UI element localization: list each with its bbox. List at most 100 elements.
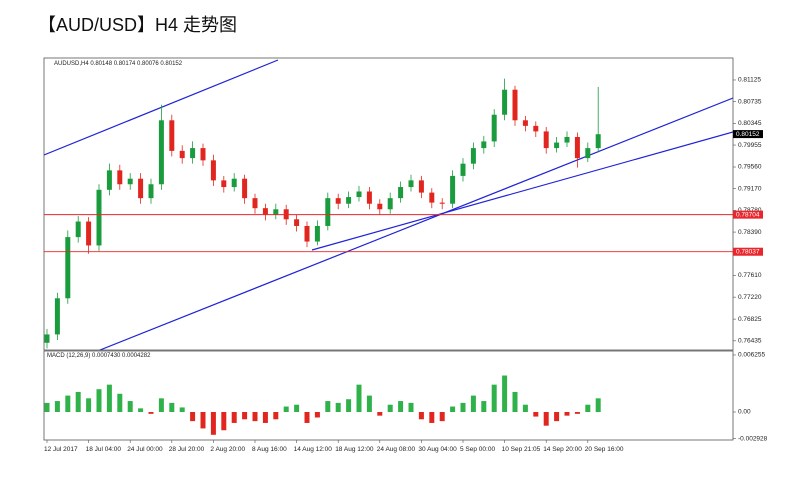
macd-bar bbox=[522, 404, 528, 413]
macd-bar bbox=[44, 402, 50, 413]
trendline bbox=[99, 97, 733, 350]
macd-bar bbox=[439, 412, 445, 422]
y-tick-label: -0.002928 bbox=[738, 435, 768, 442]
candle-body bbox=[595, 134, 601, 149]
candle-body bbox=[138, 178, 144, 199]
x-tick-label: 30 Aug 04:00 bbox=[418, 446, 457, 453]
macd-bar bbox=[127, 401, 133, 413]
candle-body bbox=[294, 219, 300, 226]
price-marker bbox=[733, 130, 763, 139]
macd-bar bbox=[346, 399, 352, 413]
candle-body bbox=[470, 148, 476, 164]
price-marker-label: 0.78037 bbox=[736, 248, 760, 255]
y-tick-label: 0.77610 bbox=[738, 272, 762, 279]
x-tick-label: 2 Aug 20:00 bbox=[210, 446, 245, 453]
page-title: 【AUD/USD】H4 走势图 bbox=[38, 15, 237, 35]
candle-body bbox=[75, 221, 81, 238]
y-tick-label: 0.79560 bbox=[738, 164, 762, 171]
x-tick-label: 20 Sep 16:00 bbox=[585, 446, 624, 453]
candle-body bbox=[242, 178, 248, 199]
macd-bar bbox=[54, 401, 60, 413]
macd-bar bbox=[96, 389, 102, 413]
x-tick-label: 18 Jul 04:00 bbox=[86, 446, 122, 453]
main-pane bbox=[43, 57, 734, 351]
candle-body bbox=[418, 180, 424, 193]
candle-body bbox=[65, 237, 71, 299]
candle-body bbox=[210, 160, 216, 181]
macd-bar bbox=[117, 393, 123, 413]
macd-bar bbox=[231, 412, 237, 423]
x-tick-label: 28 Jul 20:00 bbox=[169, 446, 205, 453]
y-tick-label: 0.79170 bbox=[738, 185, 762, 192]
macd-bar bbox=[158, 398, 164, 413]
candle-body bbox=[554, 142, 560, 149]
candle-body bbox=[314, 225, 320, 242]
x-tick-label: 18 Aug 12:00 bbox=[335, 446, 374, 453]
macd-bar bbox=[304, 412, 310, 423]
macd-bar bbox=[491, 384, 497, 413]
macd-bar bbox=[294, 404, 300, 413]
macd-bar bbox=[314, 412, 320, 418]
macd-bar bbox=[585, 404, 591, 413]
macd-bar bbox=[75, 391, 81, 413]
candle-body bbox=[96, 189, 102, 246]
candle-body bbox=[158, 120, 164, 185]
price-marker bbox=[733, 210, 763, 219]
candle-body bbox=[169, 120, 175, 151]
macd-bar bbox=[335, 402, 341, 413]
macd-header: MACD (12,26,9) 0.0007430 0.0004282 bbox=[47, 353, 151, 359]
candle-body bbox=[460, 163, 466, 176]
y-tick-label: 0.80735 bbox=[738, 98, 762, 105]
x-tick-label: 8 Aug 16:00 bbox=[252, 446, 287, 453]
candle-body bbox=[481, 141, 487, 149]
candle-body bbox=[148, 184, 154, 199]
candle-body bbox=[564, 136, 570, 143]
candle-body bbox=[54, 298, 60, 335]
candle-body bbox=[398, 187, 404, 199]
candle-body bbox=[585, 148, 591, 159]
macd-bar bbox=[179, 407, 185, 413]
macd-bar bbox=[283, 406, 289, 413]
x-tick-label: 5 Sep 00:00 bbox=[460, 446, 495, 453]
candle-body bbox=[502, 89, 508, 115]
macd-bar bbox=[460, 402, 466, 413]
candle-body bbox=[450, 175, 456, 204]
macd-pane bbox=[43, 350, 734, 441]
macd-bar bbox=[366, 395, 372, 413]
candle-body bbox=[127, 178, 133, 185]
candle-body bbox=[179, 150, 185, 159]
candle-body bbox=[200, 148, 206, 161]
macd-bar bbox=[418, 412, 424, 420]
macd-bar bbox=[574, 412, 580, 414]
chart-header: AUDUSD,H4 0.80148 0.80174 0.80076 0.8015… bbox=[54, 61, 183, 67]
y-tick-label: 0.76435 bbox=[738, 338, 762, 345]
macd-bar bbox=[273, 412, 279, 420]
x-tick-label: 12 Jul 2017 bbox=[44, 446, 78, 453]
price-marker-label: 0.78704 bbox=[736, 211, 760, 218]
macd-bar bbox=[450, 406, 456, 413]
macd-bar bbox=[564, 412, 570, 416]
candle-body bbox=[512, 89, 518, 121]
candle-body bbox=[221, 180, 227, 188]
macd-bar bbox=[512, 391, 518, 413]
macd-bar bbox=[242, 412, 248, 420]
macd-bar bbox=[325, 401, 331, 413]
macd-bar bbox=[533, 412, 539, 417]
macd-bar bbox=[65, 395, 71, 413]
x-tick-label: 24 Jul 00:00 bbox=[127, 446, 163, 453]
macd-bar bbox=[148, 412, 154, 414]
candle-body bbox=[190, 148, 196, 159]
candle-body bbox=[325, 198, 331, 226]
candle-body bbox=[273, 209, 279, 215]
candle-body bbox=[387, 198, 393, 210]
macd-bar bbox=[86, 398, 92, 413]
price-marker bbox=[733, 247, 763, 256]
macd-bar bbox=[543, 412, 549, 426]
candle-body bbox=[522, 120, 528, 126]
candle-body bbox=[533, 125, 539, 132]
candle-body bbox=[408, 180, 414, 188]
x-tick-label: 14 Aug 12:00 bbox=[294, 446, 333, 453]
y-tick-label: 0.006255 bbox=[738, 352, 765, 359]
candle-body bbox=[377, 203, 383, 210]
